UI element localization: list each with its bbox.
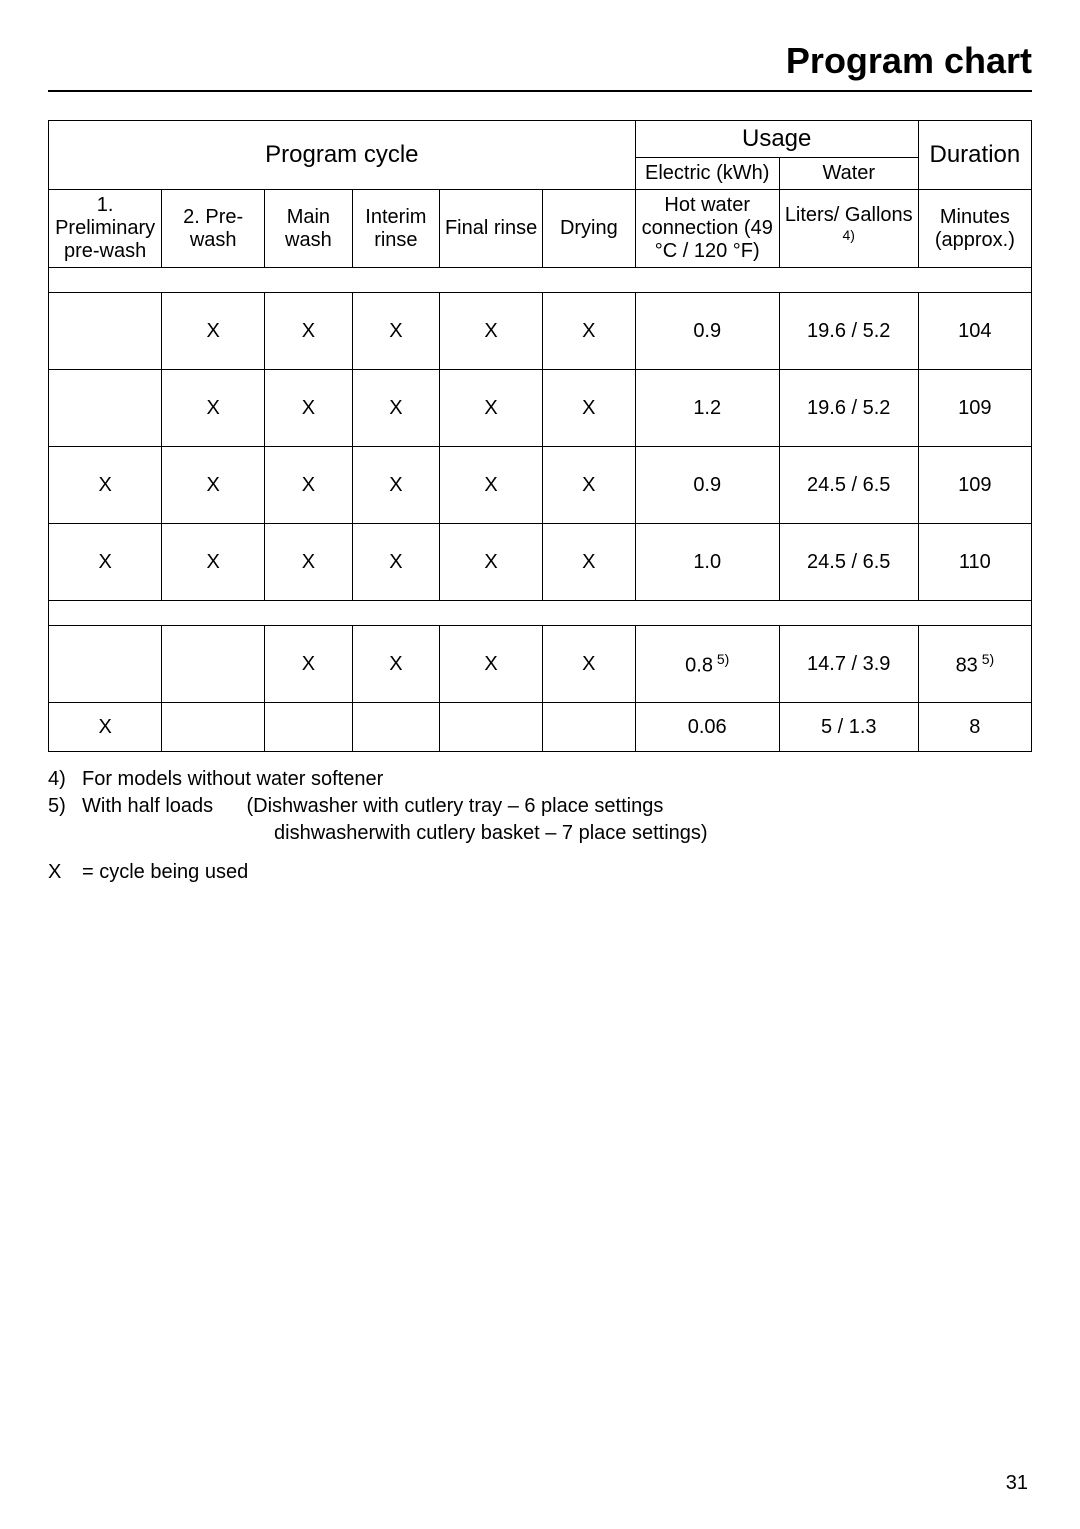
hdr-water: Water <box>779 158 918 190</box>
table-row <box>49 268 1032 293</box>
table-row <box>49 601 1032 626</box>
cell-c8: 5 / 1.3 <box>779 703 918 752</box>
cell-c7: 0.06 <box>635 703 779 752</box>
cell-c2: X <box>162 370 265 447</box>
cell-c3: X <box>265 370 352 447</box>
table-row: XXXXX0.919.6 / 5.2104 <box>49 293 1032 370</box>
cell-c1 <box>49 293 162 370</box>
page: Program chart Program cycle Usage Durati… <box>0 0 1080 1529</box>
footnote-5-num: 5) <box>48 793 82 820</box>
cell-c1: X <box>49 524 162 601</box>
table-header-row-3: 1. Preliminary pre-wash 2. Pre-wash Main… <box>49 190 1032 268</box>
legend: X = cycle being used <box>48 861 1032 884</box>
footnote-4: 4) For models without water softener <box>48 766 1032 793</box>
hdr-col6: Drying <box>543 190 636 268</box>
cell-c4: X <box>352 626 439 703</box>
table-row: XXXX0.8 5)14.7 / 3.983 5) <box>49 626 1032 703</box>
cell-c4 <box>352 703 439 752</box>
hdr-col2: 2. Pre-wash <box>162 190 265 268</box>
cell-c9: 109 <box>918 447 1031 524</box>
cell-c8: 24.5 / 6.5 <box>779 447 918 524</box>
cell-c8: 19.6 / 5.2 <box>779 370 918 447</box>
program-chart-table: Program cycle Usage Duration Electric (k… <box>48 120 1032 752</box>
cell-c5: X <box>440 524 543 601</box>
cell-c9: 83 5) <box>918 626 1031 703</box>
cell-c1: X <box>49 703 162 752</box>
footnote-4-num: 4) <box>48 766 82 793</box>
cell-c2: X <box>162 447 265 524</box>
cell-c6: X <box>543 524 636 601</box>
cell-c8: 24.5 / 6.5 <box>779 524 918 601</box>
cell-c9: 110 <box>918 524 1031 601</box>
footnote-5-cont: dishwasherwith cutlery basket – 7 place … <box>48 820 1032 847</box>
cell-c7: 1.0 <box>635 524 779 601</box>
cell-c1: X <box>49 447 162 524</box>
cell-c2: X <box>162 293 265 370</box>
hdr-col9: Minutes (approx.) <box>918 190 1031 268</box>
cell-c2: X <box>162 524 265 601</box>
cell-c4: X <box>352 447 439 524</box>
cell-c5 <box>440 703 543 752</box>
cell-c2 <box>162 626 265 703</box>
table-row: XXXXXX0.924.5 / 6.5109 <box>49 447 1032 524</box>
cell-c4: X <box>352 293 439 370</box>
hdr-col5: Final rinse <box>440 190 543 268</box>
page-number: 31 <box>1006 1472 1028 1495</box>
table-body: XXXXX0.919.6 / 5.2104XXXXX1.219.6 / 5.21… <box>49 268 1032 752</box>
hdr-electric: Electric (kWh) <box>635 158 779 190</box>
cell-c8: 14.7 / 3.9 <box>779 626 918 703</box>
cell-c6: X <box>543 447 636 524</box>
cell-c4: X <box>352 524 439 601</box>
spacer-cell <box>49 601 1032 626</box>
cell-c3: X <box>265 447 352 524</box>
table-header-row-1: Program cycle Usage Duration <box>49 121 1032 158</box>
cell-c8: 19.6 / 5.2 <box>779 293 918 370</box>
cell-c6: X <box>543 370 636 447</box>
cell-c7: 0.8 5) <box>635 626 779 703</box>
legend-symbol: X <box>48 861 82 884</box>
spacer-cell <box>49 268 1032 293</box>
cell-c5: X <box>440 370 543 447</box>
footnote-5-text-line2: dishwasherwith cutlery basket – 7 place … <box>82 820 708 847</box>
cell-c6 <box>543 703 636 752</box>
table-row: XXXXXX1.024.5 / 6.5110 <box>49 524 1032 601</box>
page-title: Program chart <box>48 40 1032 92</box>
hdr-col3: Main wash <box>265 190 352 268</box>
cell-c3: X <box>265 524 352 601</box>
cell-c5: X <box>440 626 543 703</box>
cell-c7: 0.9 <box>635 447 779 524</box>
cell-c3 <box>265 703 352 752</box>
cell-c1 <box>49 626 162 703</box>
cell-c9: 104 <box>918 293 1031 370</box>
cell-c6: X <box>543 293 636 370</box>
cell-c9: 109 <box>918 370 1031 447</box>
hdr-col8: Liters/ Gallons 4) <box>779 190 918 268</box>
footnote-5: 5) With half loads (Dishwasher with cutl… <box>48 793 1032 820</box>
table-row: XXXXX1.219.6 / 5.2109 <box>49 370 1032 447</box>
cell-c7: 1.2 <box>635 370 779 447</box>
hdr-col1: 1. Preliminary pre-wash <box>49 190 162 268</box>
footnote-4-text: For models without water softener <box>82 766 383 793</box>
cell-c2 <box>162 703 265 752</box>
cell-c5: X <box>440 293 543 370</box>
cell-c1 <box>49 370 162 447</box>
hdr-duration: Duration <box>918 121 1031 190</box>
cell-c3: X <box>265 626 352 703</box>
cell-c9: 8 <box>918 703 1031 752</box>
hdr-program-cycle: Program cycle <box>49 121 636 190</box>
cell-c4: X <box>352 370 439 447</box>
cell-c7: 0.9 <box>635 293 779 370</box>
footnotes: 4) For models without water softener 5) … <box>48 766 1032 847</box>
table-row: X 0.065 / 1.38 <box>49 703 1032 752</box>
footnote-5-text-line1: With half loads (Dishwasher with cutlery… <box>82 793 663 820</box>
hdr-col4: Interim rinse <box>352 190 439 268</box>
cell-c5: X <box>440 447 543 524</box>
legend-text: = cycle being used <box>82 861 248 884</box>
cell-c3: X <box>265 293 352 370</box>
cell-c6: X <box>543 626 636 703</box>
hdr-usage: Usage <box>635 121 918 158</box>
hdr-col7: Hot water connection (49 °C / 120 °F) <box>635 190 779 268</box>
